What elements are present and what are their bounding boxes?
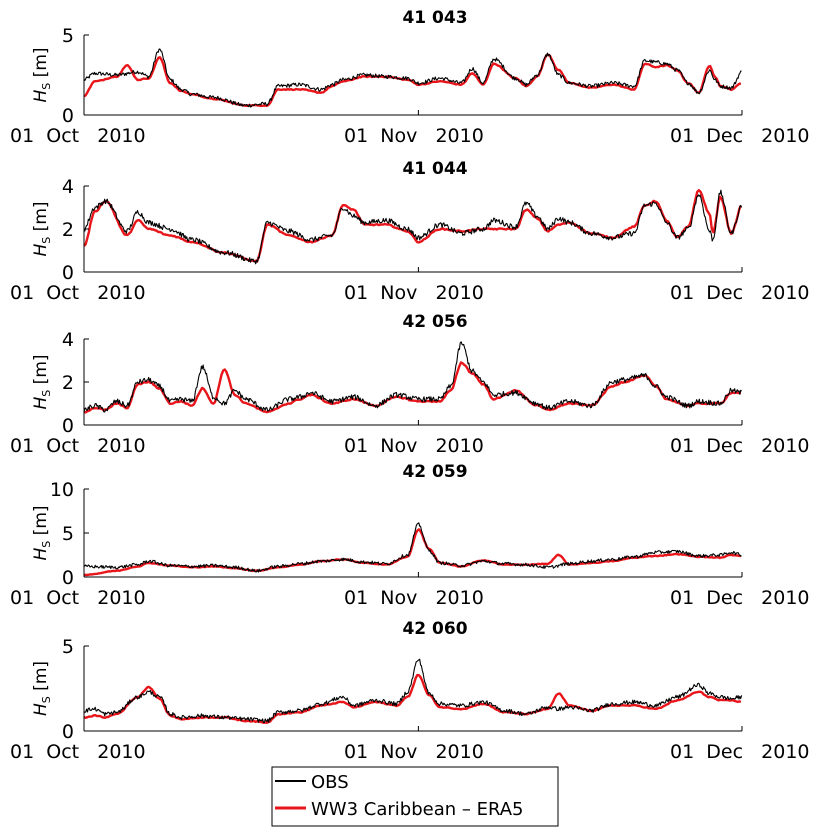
y-label-subscript: S [40,696,53,703]
y-tick-label: 0 [62,105,74,127]
y-tick-label: 4 [62,176,74,198]
x-tick-label: 01 Oct 2010 [10,125,146,147]
panel-4: 0 5 01 Oct 2010 01 Nov 2010 01 Dec 2010 42 06… [10,619,810,763]
x-tick-label: 01 Nov 2010 [344,587,484,609]
x-tick-label: 01 Dec 2010 [670,435,810,457]
y-label-unit: [m] [31,47,51,82]
y-label-unit: [m] [31,661,51,696]
panel-3: 0 5 10 01 Oct 2010 01 Nov 2010 01 Dec 2010 42 … [10,462,810,609]
y-axis-label: HS [m] [31,354,53,409]
y-label-unit: [m] [31,201,51,236]
x-tick-label: 01 Nov 2010 [344,125,484,147]
x-tick-label: 01 Nov 2010 [344,282,484,304]
y-label-symbol: H [31,397,51,410]
series-obs-line [83,189,743,265]
y-label-unit: [m] [31,354,51,389]
panel-2: 0 2 4 01 Oct 2010 01 Nov 2010 01 Dec 2010 42 0… [10,312,810,457]
panel-title: 42 060 [402,619,467,639]
series-ww3-line [83,673,742,724]
legend-label: OBS [311,772,349,793]
y-label-subscript: S [40,541,53,548]
panel-title: 41 044 [402,159,467,179]
y-tick-label: 5 [62,25,74,47]
legend: OBS WW3 Caribbean – ERA5 [271,766,559,827]
y-label-symbol: H [31,244,51,257]
y-axis-label: HS [m] [31,47,53,102]
y-tick-label: 2 [62,372,74,394]
y-label-unit: [m] [31,505,51,540]
y-tick-label: 4 [62,329,74,351]
legend-box [271,766,559,827]
x-tick-label: 01 Dec 2010 [670,125,810,147]
y-label-subscript: S [40,83,53,90]
y-tick-label: 2 [62,219,74,241]
y-axis-label: HS [m] [31,201,53,256]
y-tick-label: 0 [62,415,74,437]
x-tick-label: 01 Oct 2010 [10,587,146,609]
panel-0: 0 5 01 Oct 2010 01 Nov 2010 01 Dec 2010 41 04… [10,8,810,147]
panel-1: 0 2 4 01 Oct 2010 01 Nov 2010 01 Dec 2010 41 0… [10,159,810,304]
y-label-symbol: H [31,703,51,716]
y-tick-label: 0 [62,567,74,589]
y-label-subscript: S [40,390,53,397]
x-tick-label: 01 Oct 2010 [10,282,146,304]
y-tick-label: 5 [62,523,74,545]
y-label-symbol: H [31,90,51,103]
panel-title: 42 056 [402,312,467,332]
series-ww3-line [83,361,741,414]
series-obs-line [83,48,742,108]
x-tick-label: 01 Nov 2010 [344,741,484,763]
y-axis-label: HS [m] [31,661,53,716]
y-tick-label: 5 [62,636,74,658]
legend-label: WW3 Caribbean – ERA5 [311,799,524,820]
x-tick-label: 01 Dec 2010 [670,741,810,763]
x-tick-label: 01 Dec 2010 [670,587,810,609]
series-obs-line [83,522,742,573]
y-tick-label: 0 [62,721,74,743]
y-axis-label: HS [m] [31,505,53,560]
panel-title: 41 043 [402,8,467,28]
x-tick-label: 01 Oct 2010 [10,435,146,457]
x-tick-label: 01 Oct 2010 [10,741,146,763]
series-obs-line [83,341,743,413]
series-ww3-line [83,528,741,577]
y-tick-label: 10 [50,479,74,501]
y-label-symbol: H [31,548,51,561]
y-label-subscript: S [40,237,53,244]
series-obs-line [83,658,743,724]
panel-title: 42 059 [402,462,467,482]
series-ww3-line [83,188,742,263]
y-tick-label: 0 [62,262,74,284]
x-tick-label: 01 Dec 2010 [670,282,810,304]
series-ww3-line [83,53,742,108]
x-tick-label: 01 Nov 2010 [344,435,484,457]
